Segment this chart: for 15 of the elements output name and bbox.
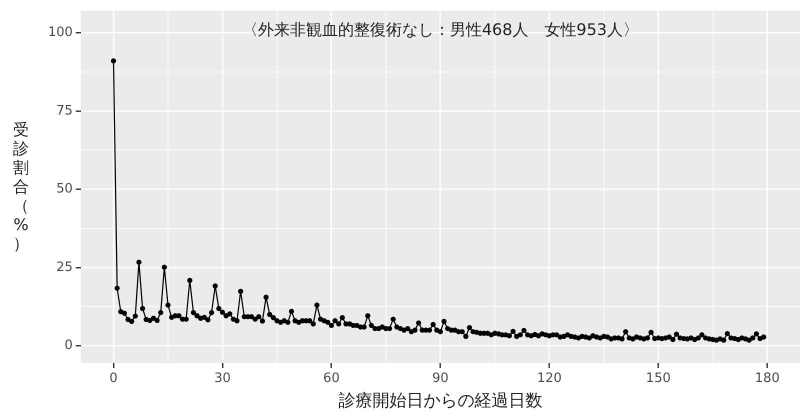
x-axis-title: 診療開始日からの経過日数 [338,391,542,412]
x-tick-label: 0 [109,371,118,386]
y-tick-label: 25 [56,260,73,275]
x-tick-label: 120 [536,371,562,386]
y-axis-title: 受診割合（%） [12,120,30,253]
x-tick-label: 60 [323,371,340,386]
y-tick-label: 75 [56,103,73,118]
y-tick-label: 100 [48,25,73,40]
x-tick-label: 30 [214,371,231,386]
annotation: 〈外来非観血的整復術なし：男性468人 女性953人〉 [242,20,639,39]
x-tick-label: 90 [432,371,449,386]
x-tick-label: 150 [646,371,671,386]
x-tick-label: 180 [754,371,780,386]
y-tick-label: 0 [64,338,73,354]
y-tick-label: 50 [56,182,73,197]
